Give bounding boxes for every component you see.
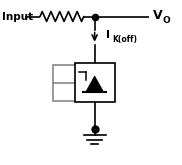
Text: I: I <box>106 31 110 40</box>
Bar <box>53 65 93 101</box>
Polygon shape <box>86 76 104 92</box>
Text: V: V <box>153 9 163 22</box>
Text: Input: Input <box>2 12 33 21</box>
Text: K(off): K(off) <box>112 35 137 44</box>
Text: O: O <box>163 16 171 25</box>
Bar <box>75 63 115 102</box>
